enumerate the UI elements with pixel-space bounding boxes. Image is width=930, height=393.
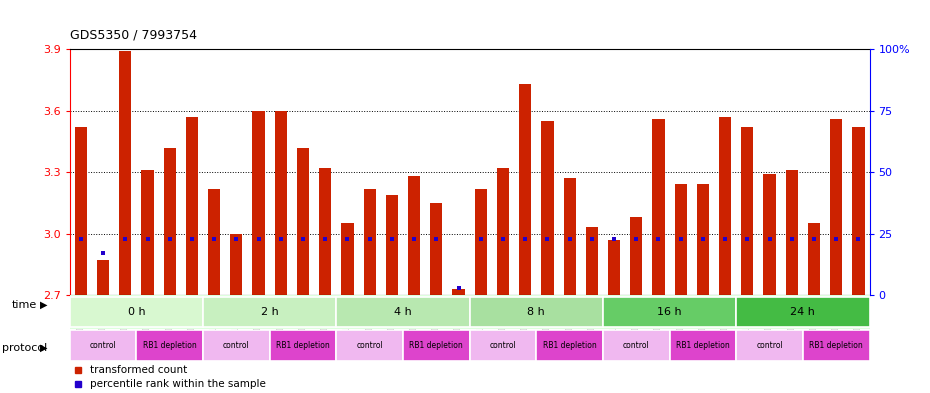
Bar [386,195,398,295]
Bar [274,110,287,295]
Text: RB1 depletion: RB1 depletion [543,341,596,350]
Bar [403,331,470,360]
Text: GDS5350 / 7993754: GDS5350 / 7993754 [70,28,197,41]
Bar [252,110,265,295]
Bar [203,331,270,360]
Bar [319,168,331,295]
Bar [470,297,603,327]
Bar [203,297,337,327]
Bar [70,297,203,327]
Bar [141,170,153,295]
Text: 16 h: 16 h [658,307,682,317]
Bar [186,117,198,295]
Bar [586,228,598,295]
Bar [337,331,403,360]
Text: 4 h: 4 h [394,307,412,317]
Text: control: control [489,341,516,350]
Bar [603,331,670,360]
Bar [808,223,820,295]
Bar [208,189,220,295]
Bar [341,223,353,295]
Bar [697,184,709,295]
Text: 8 h: 8 h [527,307,545,317]
Bar [270,331,337,360]
Bar [741,127,753,295]
Text: percentile rank within the sample: percentile rank within the sample [89,379,266,389]
Bar [137,331,203,360]
Text: RB1 depletion: RB1 depletion [409,341,463,350]
Text: RB1 depletion: RB1 depletion [809,341,863,350]
Bar [786,170,798,295]
Bar [452,289,465,295]
Bar [74,127,87,295]
Text: transformed count: transformed count [89,365,187,375]
Bar [564,178,576,295]
Text: control: control [223,341,250,350]
Text: RB1 depletion: RB1 depletion [143,341,196,350]
Text: RB1 depletion: RB1 depletion [276,341,330,350]
Bar [164,147,176,295]
Bar [297,147,309,295]
Text: time: time [12,299,37,310]
Bar [719,117,731,295]
Bar [519,84,531,295]
Bar [408,176,420,295]
Bar [364,189,376,295]
Bar [537,331,603,360]
Text: ▶: ▶ [40,343,47,353]
Text: control: control [756,341,783,350]
Bar [803,331,870,360]
Bar [830,119,843,295]
Text: 2 h: 2 h [260,307,279,317]
Text: control: control [623,341,650,350]
Bar [852,127,865,295]
Bar [431,203,443,295]
Bar [603,297,737,327]
Bar [231,233,243,295]
Bar [674,184,687,295]
Bar [97,260,109,295]
Text: 0 h: 0 h [127,307,145,317]
Bar [737,297,870,327]
Bar [541,121,553,295]
Text: protocol: protocol [2,343,47,353]
Bar [474,189,487,295]
Bar [608,240,620,295]
Text: control: control [356,341,383,350]
Bar [652,119,665,295]
Bar [631,217,643,295]
Bar [470,331,537,360]
Text: 24 h: 24 h [790,307,816,317]
Bar [670,331,737,360]
Text: RB1 depletion: RB1 depletion [676,341,730,350]
Text: control: control [89,341,116,350]
Bar [737,331,803,360]
Bar [337,297,470,327]
Bar [70,331,137,360]
Text: ▶: ▶ [40,299,47,310]
Bar [497,168,509,295]
Bar [119,51,131,295]
Bar [764,174,776,295]
